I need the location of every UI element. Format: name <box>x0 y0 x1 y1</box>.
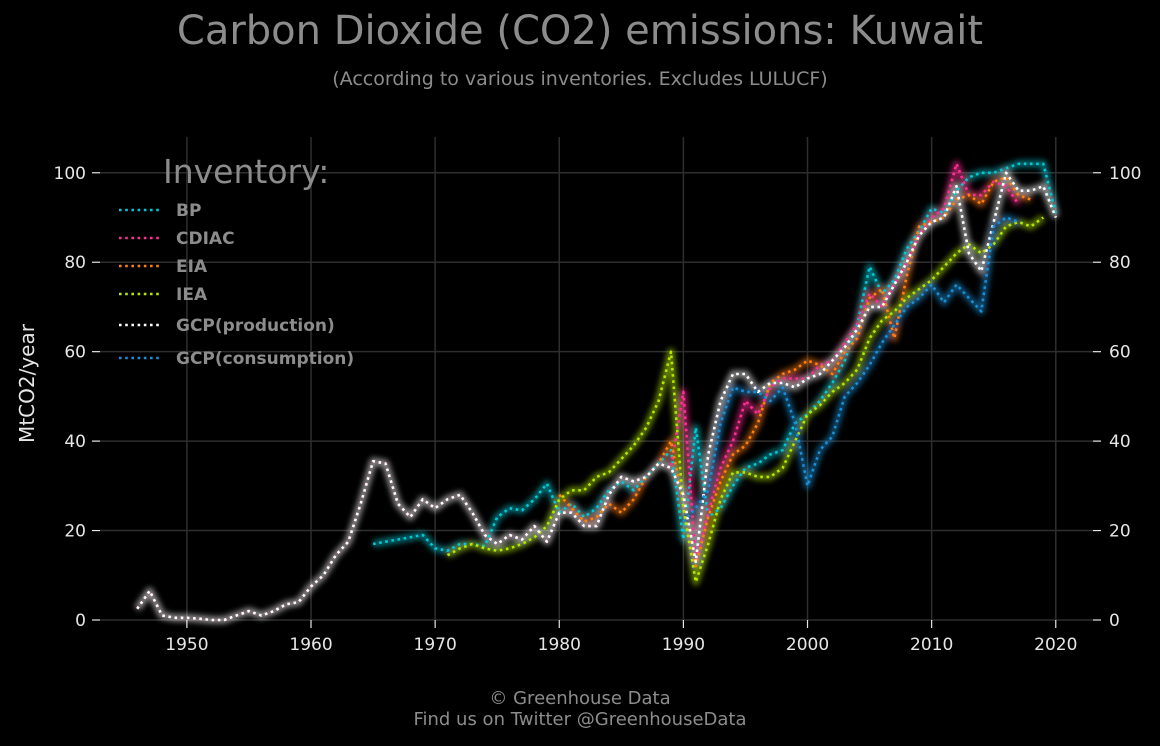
legend: Inventory: BP CDIAC EIA IEA GCP(production) GC… <box>119 152 354 369</box>
series-glow <box>680 214 1020 524</box>
series-glow <box>134 160 1022 624</box>
footer: © Greenhouse Data Find us on Twitter @Gr… <box>0 688 1160 730</box>
x-tick-label: 2020 <box>1034 635 1077 655</box>
y-tick-label-left: 100 <box>54 164 86 184</box>
x-tick-label: 1950 <box>165 635 208 655</box>
copyright-text: © Greenhouse Data <box>489 688 671 709</box>
legend-label: EIA <box>176 257 208 277</box>
series-line-gcp-production <box>136 171 1058 622</box>
chart-subtitle: (According to various inventories. Exclu… <box>332 68 828 90</box>
y-tick-label-left: 80 <box>64 253 86 273</box>
y-tick-label-right: 60 <box>1109 343 1131 363</box>
y-tick-label-left: 0 <box>75 611 86 631</box>
legend-label: GCP(consumption) <box>176 349 354 369</box>
y-tick-label-left: 40 <box>64 432 86 452</box>
y-tick-label-left: 60 <box>64 343 86 363</box>
y-tick-label-left: 20 <box>64 522 86 542</box>
x-tick-label: 2000 <box>786 635 829 655</box>
x-tick-label: 1960 <box>289 635 332 655</box>
legend-label: CDIAC <box>176 229 235 249</box>
y-tick-label-right: 100 <box>1109 164 1141 184</box>
series-line-bp <box>372 162 1058 553</box>
y-tick-label-right: 20 <box>1109 522 1131 542</box>
legend-title: Inventory: <box>163 152 329 191</box>
chart-title: Carbon Dioxide (CO2) emissions: Kuwait <box>176 8 984 54</box>
x-tick-label: 1990 <box>662 635 705 655</box>
legend-label: GCP(production) <box>176 316 335 336</box>
series-line-cdiac <box>136 162 1020 622</box>
series-lines <box>136 162 1058 622</box>
legend-label: BP <box>176 201 201 221</box>
x-tick-label: 1970 <box>414 635 457 655</box>
y-tick-label-right: 0 <box>1109 611 1120 631</box>
y-tick-label-right: 80 <box>1109 253 1131 273</box>
x-tick-label: 1980 <box>538 635 581 655</box>
x-tick-label: 2010 <box>910 635 953 655</box>
legend-label: IEA <box>176 285 208 305</box>
series-line-eia <box>558 176 1032 568</box>
series-glow <box>556 173 1033 570</box>
y-axis-label: MtCO2/year <box>15 323 39 443</box>
y-tick-label-right: 40 <box>1109 432 1131 452</box>
series-glow <box>445 214 1046 586</box>
twitter-link[interactable]: Find us on Twitter @GreenhouseData <box>413 709 747 730</box>
